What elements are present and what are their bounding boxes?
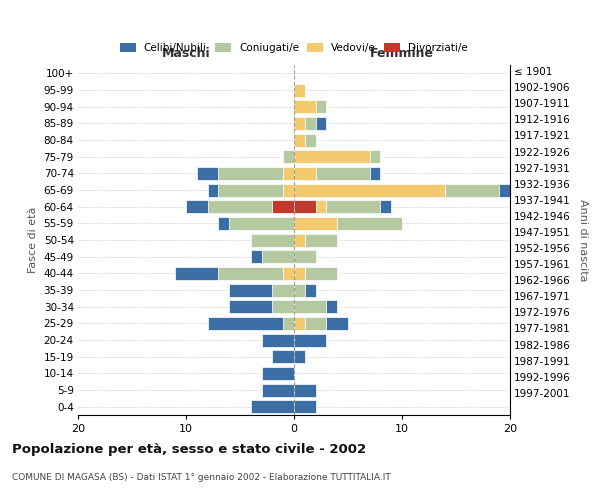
Bar (294, 217, 337, 230)
Bar (326, 317, 348, 330)
Y-axis label: Anni di nascita: Anni di nascita (578, 198, 587, 281)
Bar (283, 167, 294, 180)
Bar (294, 334, 326, 346)
Bar (294, 350, 305, 363)
Bar (283, 317, 294, 330)
Bar (294, 300, 326, 313)
Bar (197, 167, 218, 180)
Bar (499, 184, 510, 196)
Bar (326, 300, 337, 313)
Bar (294, 200, 316, 213)
Bar (272, 300, 294, 313)
Bar (326, 200, 380, 213)
Bar (229, 217, 294, 230)
Bar (294, 400, 316, 413)
Bar (294, 250, 316, 263)
Text: Popolazione per età, sesso e stato civile - 2002: Popolazione per età, sesso e stato civil… (12, 442, 366, 456)
Bar (175, 267, 218, 280)
Bar (316, 117, 326, 130)
Text: Maschi: Maschi (161, 47, 211, 60)
Bar (283, 267, 294, 280)
Bar (272, 200, 294, 213)
Bar (218, 167, 283, 180)
Bar (208, 184, 218, 196)
Bar (294, 117, 305, 130)
Legend: Celibi/Nubili, Coniugati/e, Vedovi/e, Divorziati/e: Celibi/Nubili, Coniugati/e, Vedovi/e, Di… (117, 40, 471, 56)
Bar (294, 167, 316, 180)
Bar (283, 184, 294, 196)
Bar (370, 150, 380, 163)
Bar (445, 184, 499, 196)
Bar (229, 284, 272, 296)
Bar (251, 250, 262, 263)
Bar (294, 150, 370, 163)
Bar (305, 267, 337, 280)
Bar (305, 284, 316, 296)
Bar (262, 334, 294, 346)
Bar (218, 267, 283, 280)
Bar (305, 117, 316, 130)
Bar (305, 134, 316, 146)
Bar (294, 384, 316, 396)
Bar (218, 217, 229, 230)
Bar (294, 267, 305, 280)
Bar (208, 200, 272, 213)
Bar (305, 234, 337, 246)
Bar (316, 100, 326, 113)
Bar (294, 184, 445, 196)
Bar (316, 167, 370, 180)
Bar (218, 184, 283, 196)
Bar (229, 300, 272, 313)
Bar (305, 317, 326, 330)
Bar (186, 200, 208, 213)
Bar (294, 84, 305, 96)
Text: COMUNE DI MAGASA (BS) - Dati ISTAT 1° gennaio 2002 - Elaborazione TUTTITALIA.IT: COMUNE DI MAGASA (BS) - Dati ISTAT 1° ge… (12, 472, 391, 482)
Bar (208, 317, 283, 330)
Bar (251, 234, 294, 246)
Bar (262, 250, 294, 263)
Bar (294, 134, 305, 146)
Text: Femmine: Femmine (370, 47, 434, 60)
Bar (370, 167, 380, 180)
Bar (380, 200, 391, 213)
Bar (337, 217, 402, 230)
Y-axis label: Fasce di età: Fasce di età (28, 207, 38, 273)
Bar (272, 350, 294, 363)
Bar (262, 384, 294, 396)
Bar (294, 317, 305, 330)
Bar (283, 150, 294, 163)
Bar (251, 400, 294, 413)
Bar (294, 100, 316, 113)
Bar (294, 284, 305, 296)
Bar (294, 234, 305, 246)
Bar (272, 284, 294, 296)
Bar (316, 200, 326, 213)
Bar (262, 367, 294, 380)
